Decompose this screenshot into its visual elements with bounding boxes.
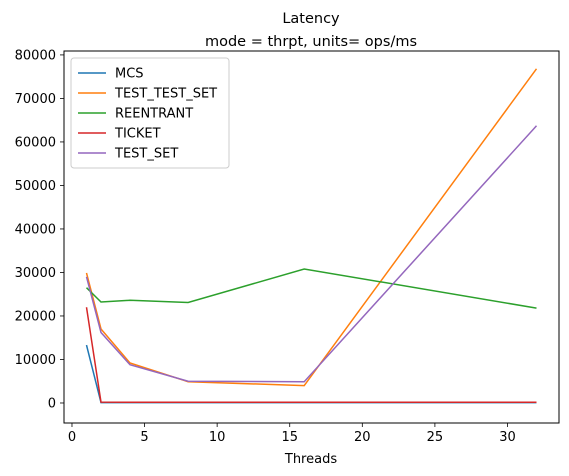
chart-subtitle: mode = thrpt, units= ops/ms [205,34,417,50]
legend-label: MCS [115,67,144,82]
legend: MCS TEST_TEST_SET REENTRANT TICKET TEST_SET [70,57,230,169]
legend-box [70,57,230,169]
x-tick-label: 30 [499,430,516,445]
series-line-reentrant [85,268,537,309]
legend-label: REENTRANT [115,107,193,122]
series-line-test-set [85,125,538,383]
series-line-ticket [85,307,537,404]
legend-label: TICKET [114,127,161,142]
x-tick-label: 10 [209,430,226,445]
chart-title: Latency [282,11,340,27]
legend-label: TEST_SET [114,147,178,162]
y-tick-label: 20000 [15,309,56,324]
x-tick-label: 0 [68,430,76,445]
y-tick-label: 50000 [15,179,56,194]
y-tick-label: 80000 [15,48,56,63]
legend-label: TEST_TEST_SET [114,87,217,102]
y-tick-label: 10000 [15,353,56,368]
y-tick-label: 30000 [15,266,56,281]
x-tick-label: 20 [354,430,371,445]
axis-ticks: 0 5 10 15 20 25 30 0 10000 20000 30000 40000 50000 60… [15,48,516,445]
x-tick-label: 15 [281,430,298,445]
series-lines [85,68,538,404]
x-tick-label: 5 [140,430,148,445]
y-tick-label: 40000 [15,222,56,237]
x-axis-label: Threads [284,452,337,467]
x-tick-label: 25 [427,430,444,445]
plot-frame [63,50,560,424]
y-tick-label: 60000 [15,135,56,150]
y-tick-label: 0 [48,396,56,411]
y-tick-label: 70000 [15,92,56,107]
